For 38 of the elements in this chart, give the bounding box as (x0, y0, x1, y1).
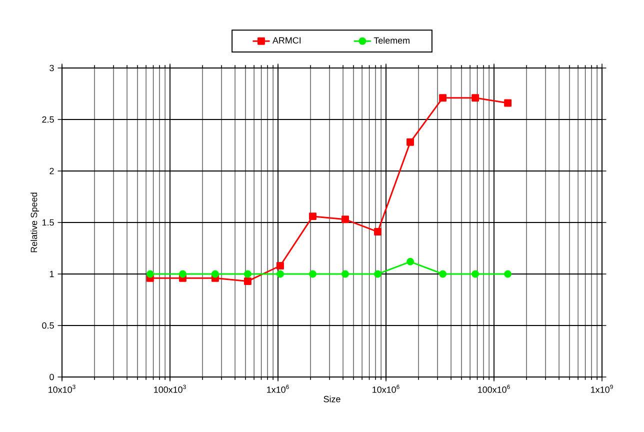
legend-label: ARMCI (272, 37, 301, 44)
y-tick-label: 2 (50, 168, 54, 174)
point (406, 138, 414, 146)
point (472, 94, 480, 102)
y-tick-label: 1 (50, 270, 54, 278)
y-tick-label: 2.5 (42, 116, 54, 123)
point (342, 216, 349, 224)
point (244, 270, 252, 278)
point (472, 270, 480, 278)
point (276, 270, 284, 278)
point (276, 262, 284, 270)
x-tick-label: 100x10$^{6}$ (478, 384, 510, 393)
legend-label: Telemem (374, 37, 410, 44)
point (374, 228, 382, 236)
point (342, 270, 349, 278)
y-tick-label: 0.5 (42, 322, 54, 329)
point (504, 99, 512, 107)
point (309, 270, 316, 278)
y-tick-label: 3 (50, 64, 54, 72)
y-tick-label: 1.5 (42, 219, 54, 226)
x-tick-label: 1x10$^{9}$ (591, 384, 613, 393)
point (439, 270, 447, 278)
x-tick-label: 10x10$^{6}$ (372, 384, 400, 393)
point (406, 258, 414, 266)
point (244, 277, 252, 285)
point (374, 270, 382, 278)
x-axis-title: Size (324, 396, 340, 402)
point (211, 270, 219, 278)
y-tick-label: 0 (50, 374, 54, 380)
x-tick-label: 100x10$^{3}$ (154, 384, 186, 393)
point (178, 270, 186, 278)
point (146, 270, 154, 278)
point (309, 212, 316, 220)
y-axis-title: Relative Speed (30, 192, 39, 252)
x-tick-label: 1x10$^{6}$ (267, 384, 289, 393)
x-tick-label: 10x10$^{3}$ (48, 384, 76, 393)
point (504, 270, 512, 278)
point (439, 94, 447, 102)
